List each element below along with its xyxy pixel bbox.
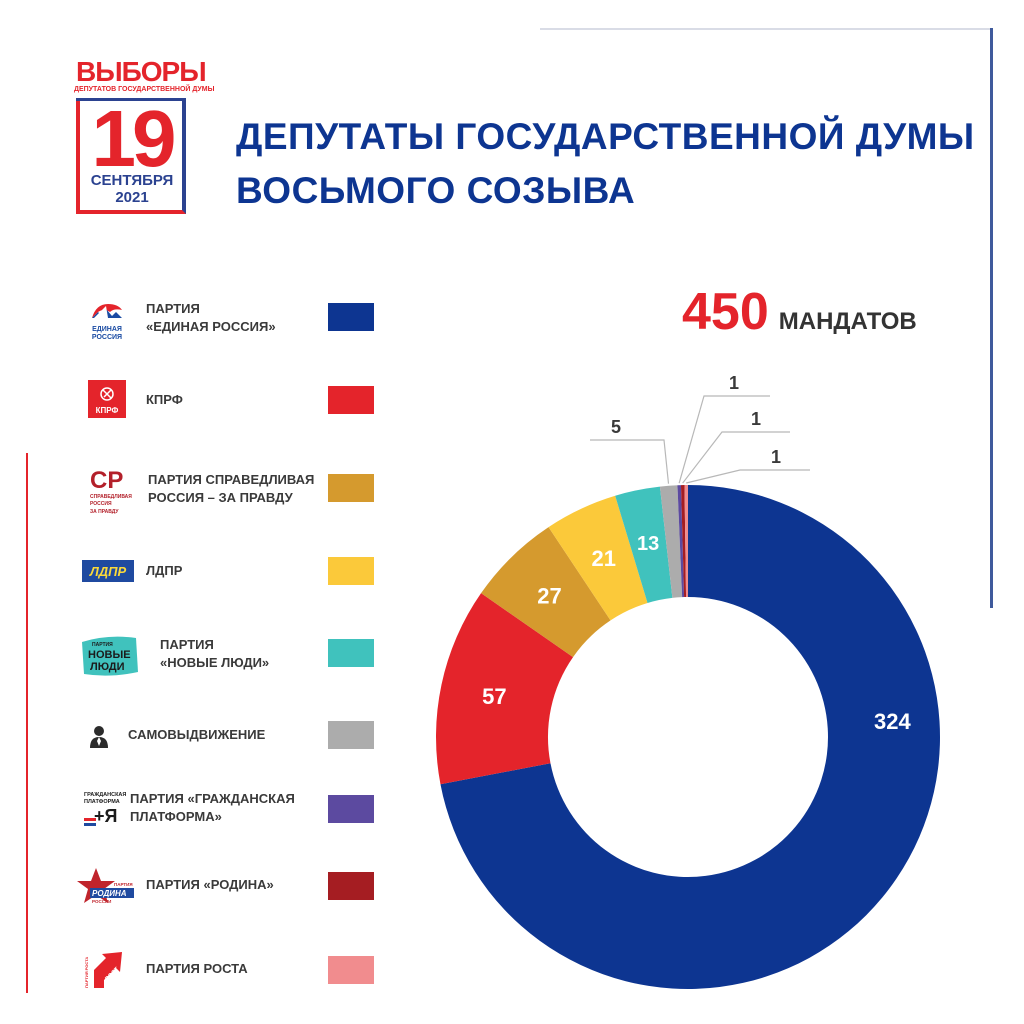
svg-text:КПРФ: КПРФ	[96, 406, 119, 415]
page-title-line-1: ДЕПУТАТЫ ГОСУДАРСТВЕННОЙ ДУМЫ	[236, 116, 975, 157]
svg-text:+Я: +Я	[94, 806, 117, 826]
united-russia-logo-icon: ЕДИНАЯ РОССИЯ	[82, 296, 132, 344]
slice-value-fair-russia: 27	[537, 583, 561, 608]
total-mandates: 450 МАНДАТОВ	[682, 282, 917, 342]
kprf-logo-icon: КПРФ	[88, 380, 126, 418]
legend-label-fair-russia: ПАРТИЯ СПРАВЕДЛИВАЯ РОССИЯ – ЗА ПРАВДУ	[148, 472, 315, 505]
right-accent-line	[990, 28, 993, 608]
slice-value-civic-platform: 1	[729, 373, 739, 393]
svg-text:ЕДИНАЯ: ЕДИНАЯ	[92, 326, 122, 333]
callout-line-civic-platform	[678, 395, 770, 484]
legend-swatch-united-russia	[328, 303, 374, 331]
donut-slice-rodina	[680, 485, 687, 598]
logo-frame-top	[76, 98, 186, 101]
logo-subtitle: ДЕПУТАТОВ ГОСУДАРСТВЕННОЙ ДУМЫ	[74, 86, 215, 93]
page-title: ДЕПУТАТЫ ГОСУДАРСТВЕННОЙ ДУМЫ ВОСЬМОГО С…	[236, 110, 976, 218]
legend-label-united-russia: ПАРТИЯ «ЕДИНАЯ РОССИЯ»	[146, 301, 276, 334]
left-accent-line	[26, 453, 28, 993]
logo-day: 19	[91, 94, 177, 183]
logo-frame	[76, 98, 186, 214]
callout-line-rost	[686, 469, 810, 484]
ldpr-logo-icon: ЛДПР	[82, 560, 134, 582]
legend-swatch-ldpr	[328, 557, 374, 585]
legend-label-kprf: КПРФ	[146, 392, 183, 407]
legend-swatch-civic-platform	[328, 795, 374, 823]
legend-swatch-fair-russia	[328, 474, 374, 502]
logo-title: ВЫБОРЫ	[76, 56, 207, 87]
svg-text:ПАРТИЯ: ПАРТИЯ	[114, 882, 133, 887]
slice-value-united-russia: 324	[874, 709, 911, 734]
svg-text:ЛДПР: ЛДПР	[89, 564, 127, 579]
slice-value-kprf: 57	[482, 684, 506, 709]
sr-logo-icon: СР СПРАВЕДЛИВАЯ РОССИЯ ЗА ПРАВДУ	[86, 462, 132, 520]
callout-line-rodina	[682, 431, 790, 484]
svg-text:ГРАЖДАНСКАЯ: ГРАЖДАНСКАЯ	[84, 792, 126, 798]
donut-slice-self-nominated	[659, 485, 683, 598]
donut-slice-new-people	[615, 486, 673, 603]
svg-text:РОДИНА: РОДИНА	[92, 889, 127, 898]
elections-logo: ВЫБОРЫ ДЕПУТАТОВ ГОСУДАРСТВЕННОЙ ДУМЫ 19…	[74, 56, 215, 216]
svg-text:НОВЫЕ: НОВЫЕ	[88, 649, 131, 661]
legend-label-self-nominated: САМОВЫДВИЖЕНИЕ	[128, 727, 266, 742]
donut-slice-united-russia	[440, 485, 941, 990]
legend-swatch-kprf	[328, 386, 374, 414]
legend-swatch-self-nominated	[328, 721, 374, 749]
civic-platform-logo-icon: ГРАЖДАНСКАЯ ПЛАТФОРМА +Я	[82, 788, 128, 830]
top-divider-line	[540, 28, 992, 30]
legend-label-ldpr: ЛДПР	[146, 563, 183, 578]
legend-swatch-rodina	[328, 872, 374, 900]
slice-value-self-nominated: 5	[611, 417, 621, 437]
callout-line-self-nominated	[590, 439, 670, 484]
total-mandates-value: 450	[682, 283, 769, 341]
person-icon	[88, 724, 110, 748]
svg-text:СР: СР	[90, 467, 123, 494]
svg-text:ЗА ПРАВДУ: ЗА ПРАВДУ	[90, 509, 119, 515]
logo-month: СЕНТЯБРЯ	[90, 172, 174, 189]
new-people-logo-icon: ПАРТИЯ НОВЫЕ ЛЮДИ	[78, 632, 142, 680]
svg-text:СПРАВЕДЛИВАЯ: СПРАВЕДЛИВАЯ	[90, 494, 132, 500]
svg-text:ПАРТИЯ: ПАРТИЯ	[92, 642, 113, 648]
legend-label-rost: ПАРТИЯ РОСТА	[146, 961, 248, 976]
slice-value-new-people: 13	[637, 533, 659, 555]
legend-label-new-people: ПАРТИЯ «НОВЫЕ ЛЮДИ»	[160, 637, 270, 670]
donut-slice-fair-russia	[481, 527, 611, 658]
legend-label-civic-platform: ПАРТИЯ «ГРАЖДАНСКАЯ ПЛАТФОРМА»	[130, 791, 295, 824]
rost-logo-icon: РОСТ ПАРТИЯ РОСТА	[82, 948, 128, 990]
logo-year: 2021	[115, 189, 149, 206]
legend-label-rodina: ПАРТИЯ «РОДИНА»	[146, 877, 274, 892]
donut-slice-ldpr	[548, 495, 648, 621]
svg-text:ПЛАТФОРМА: ПЛАТФОРМА	[84, 799, 120, 805]
rodina-logo-icon: РОДИНА ПАРТИЯ РОССИИ	[72, 866, 136, 906]
donut-slice-kprf	[436, 593, 574, 785]
slice-value-rodina: 1	[751, 409, 761, 429]
total-mandates-label: МАНДАТОВ	[778, 308, 917, 335]
svg-text:РОССИЯ: РОССИЯ	[90, 501, 112, 507]
svg-text:ПАРТИЯ РОСТА: ПАРТИЯ РОСТА	[84, 957, 89, 988]
legend-swatch-new-people	[328, 639, 374, 667]
svg-text:РОССИИ: РОССИИ	[92, 899, 111, 904]
donut-slice-rost	[684, 485, 688, 598]
donut-slice-civic-platform	[677, 485, 685, 598]
legend-swatch-rost	[328, 956, 374, 984]
page-title-line-2: ВОСЬМОГО СОЗЫВА	[236, 170, 636, 211]
svg-text:ЛЮДИ: ЛЮДИ	[90, 661, 125, 673]
slice-value-rost: 1	[771, 447, 781, 467]
svg-text:РОССИЯ: РОССИЯ	[92, 334, 122, 341]
slice-value-ldpr: 21	[591, 546, 615, 571]
